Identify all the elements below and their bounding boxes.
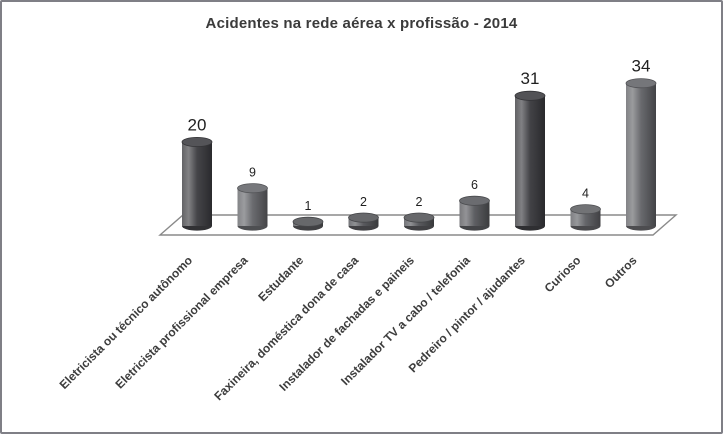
cylinder-bar xyxy=(348,212,379,231)
value-label: 2 xyxy=(416,195,423,209)
value-label: 4 xyxy=(582,187,589,201)
value-label: 2 xyxy=(360,195,367,209)
cylinder-body xyxy=(237,188,268,226)
cylinder-top-cap xyxy=(181,136,213,147)
cylinder-bar xyxy=(237,183,268,231)
cylinder-top-cap xyxy=(459,195,490,206)
cylinder-bar xyxy=(181,136,213,231)
chart-title: Acidentes na rede aérea x profissão - 20… xyxy=(205,15,518,32)
cylinder-bar xyxy=(403,212,435,231)
value-label: 1 xyxy=(305,199,312,213)
cylinder-bar xyxy=(514,90,546,231)
cylinder-bar xyxy=(292,216,324,231)
cylinder-top-cap xyxy=(348,212,379,223)
cylinder-top-cap xyxy=(514,90,546,101)
cylinder-bar xyxy=(625,78,657,231)
cylinder-top-cap xyxy=(570,204,601,215)
cylinder-top-cap xyxy=(403,212,435,223)
value-label: 9 xyxy=(249,166,256,180)
cylinder-top-cap xyxy=(292,216,324,227)
cylinder-body xyxy=(182,142,212,226)
cylinder-bar xyxy=(570,204,601,231)
cylinder-body xyxy=(515,95,545,226)
value-label: 6 xyxy=(471,178,478,192)
value-label: 31 xyxy=(521,69,540,88)
cylinder-body xyxy=(626,83,656,226)
cylinder-bar xyxy=(459,195,490,231)
cylinder-top-cap xyxy=(625,78,657,89)
value-label: 34 xyxy=(632,57,651,76)
value-label: 20 xyxy=(188,115,207,134)
cylinder-top-cap xyxy=(237,183,268,194)
